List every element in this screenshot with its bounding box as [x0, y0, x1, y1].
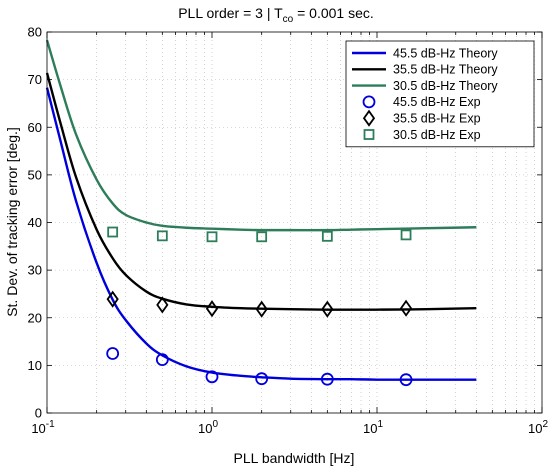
x-tick-label: 101	[363, 419, 383, 436]
y-tick-label: 0	[35, 406, 42, 421]
exp-point-circle	[255, 372, 269, 386]
x-tick-exponent: -1	[46, 419, 55, 430]
exp-point-diamond	[205, 300, 219, 318]
y-tick-label: 70	[28, 72, 42, 87]
x-tick-exponent: 0	[212, 419, 218, 430]
chart-title-tail: = 0.001 sec.	[293, 5, 374, 21]
chart-title: PLL order = 3 | Tco = 0.001 sec.	[178, 5, 374, 25]
x-tick-label: 100	[198, 419, 218, 436]
exp-point-square	[363, 129, 375, 140]
y-tick-label: 40	[28, 215, 42, 230]
exp-point-diamond	[321, 300, 334, 318]
x-tick-exponent: 1	[377, 419, 383, 430]
x-tick-base: 10	[363, 421, 377, 436]
exp-point-diamond	[255, 300, 268, 318]
y-tick-label: 80	[28, 25, 42, 40]
x-tick-base: 10	[31, 421, 45, 436]
exp-point-square	[256, 231, 268, 243]
x-tick-base: 10	[198, 421, 212, 436]
exp-point-square	[321, 230, 333, 242]
legend-box	[345, 40, 535, 148]
exp-point-diamond	[106, 290, 119, 308]
theory-line-2	[45, 39, 477, 232]
y-axis-label: St. Dev. of tracking error [deg.]	[4, 127, 20, 317]
y-tick-label: 50	[28, 167, 42, 182]
legend-entry-label: 35.5 dB-Hz Theory	[393, 63, 498, 77]
theory-line-0	[45, 87, 477, 381]
exp-point-circle	[399, 373, 413, 387]
legend-entry-label: 45.5 dB-Hz Theory	[393, 46, 498, 60]
exp-point-circle	[205, 370, 219, 384]
exp-point-circle	[320, 372, 334, 386]
x-tick-exponent: 2	[542, 419, 548, 430]
legend: 45.5 dB-Hz Theory 35.5 dB-Hz Theory 30.5 d…	[345, 40, 535, 148]
legend-entry-label: 30.5 dB-Hz Exp	[393, 128, 481, 142]
exp-point-circle	[362, 95, 376, 109]
chart-title-main: PLL order = 3 | T	[178, 5, 283, 21]
y-tick-label: 30	[28, 263, 42, 278]
exp-point-circle	[106, 347, 120, 360]
x-tick-base: 10	[528, 421, 542, 436]
series-layer	[45, 39, 477, 387]
chart-title-subscript: co	[283, 14, 294, 25]
exp-point-square	[206, 231, 218, 243]
y-tick-label: 10	[28, 358, 42, 373]
exp-point-diamond	[362, 109, 376, 127]
exp-point-square	[156, 230, 168, 242]
x-tick-label: 102	[528, 419, 548, 436]
x-tick-label: 10-1	[31, 419, 55, 436]
y-tick-label: 20	[28, 310, 42, 325]
exp-point-circle	[155, 353, 169, 367]
exp-point-square	[107, 226, 119, 238]
legend-entry-label: 45.5 dB-Hz Exp	[393, 95, 481, 109]
exp-point-square	[400, 229, 412, 241]
legend-entry-label: 30.5 dB-Hz Theory	[393, 79, 498, 93]
legend-entry-label: 35.5 dB-Hz Exp	[393, 112, 481, 126]
exp-point-diamond	[399, 299, 413, 317]
y-tick-label: 60	[28, 120, 42, 135]
exp-point-diamond	[156, 296, 169, 314]
theory-line-1	[45, 72, 477, 311]
x-axis-label: PLL bandwidth [Hz]	[234, 450, 355, 466]
